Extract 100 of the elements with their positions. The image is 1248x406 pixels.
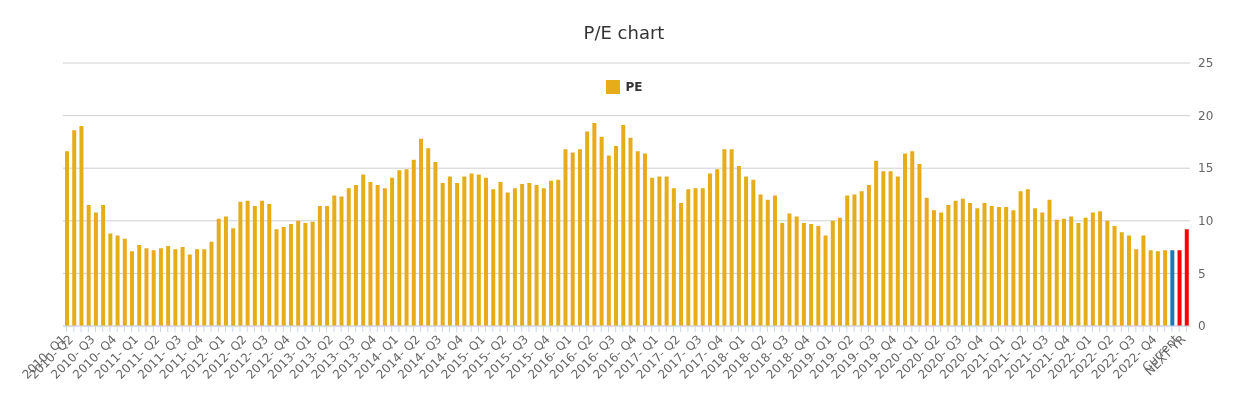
bar <box>1098 211 1103 326</box>
bar <box>260 200 265 326</box>
bar <box>845 195 850 326</box>
bar <box>115 235 120 326</box>
bar <box>137 245 142 326</box>
bar <box>744 176 749 326</box>
bar <box>231 228 236 326</box>
bar <box>751 179 756 326</box>
bar <box>780 222 785 326</box>
bar <box>469 173 474 326</box>
bar <box>130 251 135 326</box>
bar <box>325 206 330 326</box>
bar <box>1126 235 1131 326</box>
bar <box>404 169 409 326</box>
chart-title: P/E chart <box>582 22 666 43</box>
bar <box>382 188 387 326</box>
bar <box>816 226 821 326</box>
bar <box>455 182 460 326</box>
bar <box>397 170 402 326</box>
bar <box>657 176 662 326</box>
bar <box>426 148 431 326</box>
bar <box>614 146 619 326</box>
bar <box>939 212 944 326</box>
bar <box>903 153 908 326</box>
bar <box>1148 250 1153 326</box>
bar <box>917 163 922 326</box>
bar <box>303 222 308 326</box>
bar <box>238 201 243 326</box>
bar <box>209 241 214 326</box>
bar <box>534 185 539 326</box>
bar <box>339 196 344 326</box>
bar <box>1047 199 1052 326</box>
bar <box>491 189 496 326</box>
bar <box>512 188 517 326</box>
bar <box>361 174 366 326</box>
bar <box>635 151 640 326</box>
bar <box>187 254 192 326</box>
bar <box>671 188 676 326</box>
bar <box>642 153 647 326</box>
bar <box>101 205 106 326</box>
bar <box>1163 250 1168 326</box>
bar <box>556 179 561 326</box>
bar <box>809 223 814 326</box>
bar <box>693 188 698 326</box>
bar <box>223 216 228 326</box>
bar <box>989 206 994 326</box>
bar <box>1011 210 1016 326</box>
bar <box>1184 229 1189 326</box>
bar <box>715 169 720 326</box>
bar <box>93 212 98 326</box>
bar <box>476 174 481 326</box>
bar <box>1061 218 1066 326</box>
bar <box>281 227 286 326</box>
bar <box>498 181 503 326</box>
bar <box>245 200 250 326</box>
y-tick-label: 25 <box>1198 56 1214 71</box>
bar <box>216 218 221 326</box>
bar <box>700 188 705 326</box>
bar <box>787 213 792 326</box>
bar <box>592 122 597 326</box>
bar <box>433 161 438 326</box>
bar <box>1155 251 1160 326</box>
bar <box>1040 212 1045 326</box>
bar <box>758 194 763 326</box>
bar <box>173 249 178 326</box>
bar <box>686 189 691 326</box>
bar <box>772 195 777 326</box>
bar <box>628 137 633 326</box>
bar <box>79 126 84 326</box>
bar <box>122 238 127 326</box>
bar <box>252 206 257 326</box>
bar <box>852 194 857 326</box>
bar <box>462 176 467 326</box>
bar <box>368 181 373 326</box>
y-tick-label: 20 <box>1198 108 1214 123</box>
bar <box>1018 191 1023 326</box>
bar <box>1069 216 1074 326</box>
bar <box>563 149 568 326</box>
bar <box>801 222 806 326</box>
bar <box>621 125 626 326</box>
bar <box>447 176 452 326</box>
bar <box>310 221 315 326</box>
bar <box>931 210 936 326</box>
bar <box>585 131 590 326</box>
bar <box>505 192 510 326</box>
y-tick-label: 0 <box>1198 319 1206 334</box>
bar <box>722 149 727 326</box>
bar <box>1025 189 1030 326</box>
bar <box>144 248 149 326</box>
y-tick-label: 15 <box>1198 161 1214 176</box>
bar <box>650 177 655 326</box>
bar <box>736 166 741 326</box>
bar <box>195 249 200 326</box>
bar <box>707 173 712 326</box>
bar <box>888 171 893 326</box>
bar <box>484 177 489 326</box>
bar <box>332 195 337 326</box>
bar <box>108 233 113 326</box>
bar <box>895 176 900 326</box>
bar <box>881 171 886 326</box>
